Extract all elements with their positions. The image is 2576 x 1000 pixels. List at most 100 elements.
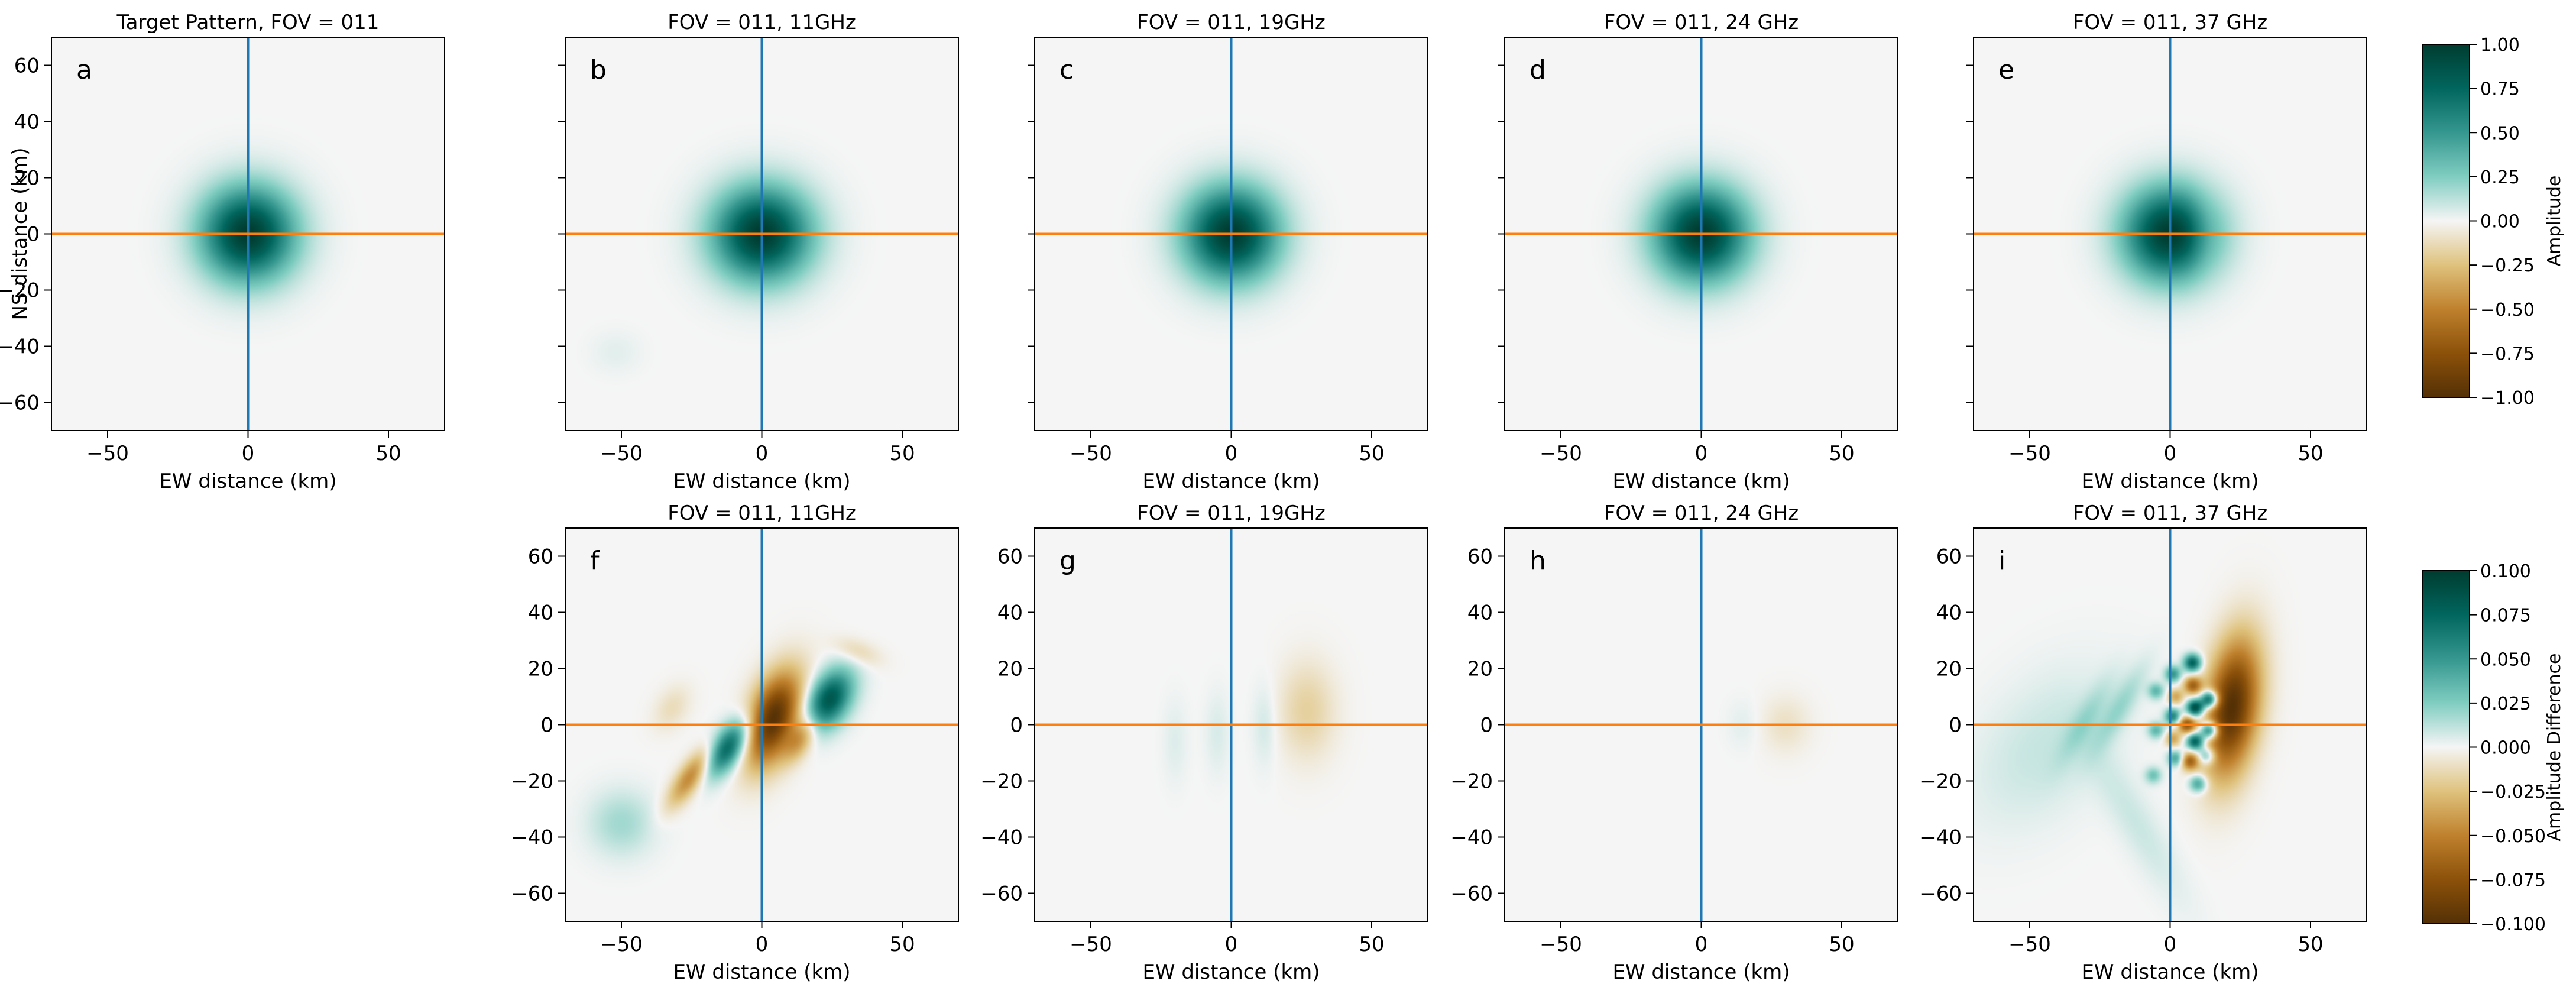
colorbar-tick-label: −0.075 — [2480, 870, 2546, 891]
colorbar-tick-label: −1.00 — [2480, 388, 2535, 409]
panel-title: FOV = 011, 19GHz — [1137, 11, 1326, 34]
panel-letter: i — [1998, 546, 2005, 576]
x-tick-label: 0 — [756, 933, 769, 956]
y-tick-label: 60 — [14, 54, 40, 78]
colorbar-label: Amplitude Difference — [2544, 653, 2565, 842]
x-tick-label: −50 — [1540, 442, 1582, 465]
panel-letter: c — [1059, 55, 1074, 85]
colorbar-gradient — [2422, 44, 2470, 398]
colorbar-tick-label: −0.50 — [2480, 300, 2535, 321]
panel-letter: h — [1530, 546, 1546, 576]
colorbar-tick-label: 1.00 — [2480, 35, 2520, 56]
panel-a: Target Pattern, FOV = 011 a −50 0 50 EW dista… — [0, 11, 445, 493]
panel-letter: d — [1530, 55, 1546, 85]
colorbar-gradient — [2422, 570, 2470, 924]
x-axis-label: EW distance (km) — [2081, 470, 2259, 493]
panel-title: FOV = 011, 11GHz — [668, 501, 856, 525]
y-tick-label: −20 — [511, 770, 553, 794]
y-tick-label: 40 — [14, 111, 40, 134]
x-axis-label: EW distance (km) — [2081, 960, 2259, 984]
y-tick-label: 60 — [1936, 545, 1962, 569]
colorbar-tick-label: −0.25 — [2480, 255, 2535, 276]
panel-i: FOV = 011, 37 GHz i −50 0 50 EW distance (km)… — [1919, 501, 2367, 984]
x-tick-label: −50 — [86, 442, 129, 465]
x-tick-label: −50 — [1540, 933, 1582, 956]
colorbar-tick-label: −0.100 — [2480, 914, 2546, 935]
panel-letter: a — [76, 55, 92, 85]
y-tick-label: −40 — [980, 826, 1023, 850]
colorbar-tick-label: −0.025 — [2480, 782, 2546, 802]
y-tick-label: −60 — [0, 391, 40, 415]
y-tick-label: 60 — [1467, 545, 1493, 569]
colorbar-tick-label: −0.050 — [2480, 826, 2546, 847]
y-tick-label: −60 — [980, 882, 1023, 906]
x-tick-label: 50 — [2298, 442, 2323, 465]
y-tick-label: −40 — [0, 335, 40, 359]
x-tick-label: −50 — [1070, 933, 1112, 956]
y-tick-label: 40 — [997, 601, 1023, 625]
x-tick-label: 50 — [1359, 933, 1384, 956]
x-tick-label: 0 — [1695, 442, 1708, 465]
colorbar-tick-label: 0.75 — [2480, 79, 2520, 100]
y-tick-label: −60 — [511, 882, 553, 906]
y-tick-label: 40 — [1936, 601, 1962, 625]
y-tick-label: −60 — [1919, 882, 1962, 906]
y-tick-label: −40 — [511, 826, 553, 850]
x-tick-label: −50 — [2008, 442, 2051, 465]
y-tick-label: −60 — [1450, 882, 1493, 906]
y-tick-label: 20 — [528, 658, 553, 681]
colorbar-tick-label: 0.050 — [2480, 649, 2531, 670]
panel-letter: b — [590, 55, 607, 85]
y-tick-label: 0 — [540, 714, 553, 737]
y-tick-label: −40 — [1450, 826, 1493, 850]
x-tick-label: 50 — [375, 442, 401, 465]
x-tick-label: 50 — [889, 933, 915, 956]
y-tick-label: −40 — [1919, 826, 1962, 850]
panel-title: FOV = 011, 37 GHz — [2073, 11, 2267, 34]
y-tick-label: 20 — [14, 167, 40, 190]
y-tick-label: 60 — [997, 545, 1023, 569]
y-tick-label: 0 — [1480, 714, 1493, 737]
x-axis-label: EW distance (km) — [673, 470, 850, 493]
panel-title: Target Pattern, FOV = 011 — [116, 11, 380, 34]
x-tick-label: −50 — [600, 933, 643, 956]
panel-g: FOV = 011, 19GHz g −50 0 50 EW distance (km) 6… — [980, 501, 1428, 984]
colorbar-tick-label: 0.25 — [2480, 167, 2520, 188]
x-axis-label: EW distance (km) — [1612, 470, 1790, 493]
x-tick-label: 50 — [1359, 442, 1384, 465]
y-tick-label: −20 — [980, 770, 1023, 794]
x-tick-label: 0 — [242, 442, 255, 465]
colorbar-amplitude-difference: 0.100 0.075 0.050 0.025 0.000 −0.025 −0.050 −0.… — [2422, 561, 2565, 935]
panel-b: FOV = 011, 11GHz b −50 0 50 EW distance (km) — [558, 11, 959, 493]
x-axis-label: EW distance (km) — [159, 470, 336, 493]
colorbar-amplitude: 1.00 0.75 0.50 0.25 0.00 −0.25 −0.50 −0.75 −1.00… — [2422, 35, 2565, 409]
colorbar-tick-label: −0.75 — [2480, 344, 2535, 364]
colorbar-label: Amplitude — [2544, 176, 2565, 267]
x-axis-label: EW distance (km) — [673, 960, 850, 984]
x-tick-label: 50 — [889, 442, 915, 465]
panel-letter: f — [590, 546, 600, 576]
y-tick-label: 0 — [1949, 714, 1962, 737]
x-axis-label: EW distance (km) — [1612, 960, 1790, 984]
y-tick-label: 40 — [1467, 601, 1493, 625]
y-tick-label: 20 — [1936, 658, 1962, 681]
y-tick-label: 0 — [27, 223, 40, 247]
panel-c: FOV = 011, 19GHz c −50 0 50 EW distance (km) — [1028, 11, 1428, 493]
panel-letter: e — [1998, 55, 2014, 85]
panel-e: FOV = 011, 37 GHz e −50 0 50 EW distance (km) — [1966, 11, 2367, 493]
x-tick-label: −50 — [2008, 933, 2051, 956]
x-tick-label: −50 — [600, 442, 643, 465]
y-tick-label: 40 — [528, 601, 553, 625]
x-tick-label: 0 — [1225, 933, 1238, 956]
panel-title: FOV = 011, 19GHz — [1137, 501, 1326, 525]
x-tick-label: −50 — [1070, 442, 1112, 465]
x-tick-label: 0 — [756, 442, 769, 465]
panel-title: FOV = 011, 37 GHz — [2073, 501, 2267, 525]
colorbar-tick-label: 0.100 — [2480, 561, 2531, 582]
y-tick-label: 60 — [528, 545, 553, 569]
x-tick-label: 0 — [1695, 933, 1708, 956]
colorbar-tick-label: 0.025 — [2480, 694, 2531, 714]
panel-title: FOV = 011, 24 GHz — [1604, 11, 1799, 34]
y-tick-label: −20 — [0, 279, 40, 303]
